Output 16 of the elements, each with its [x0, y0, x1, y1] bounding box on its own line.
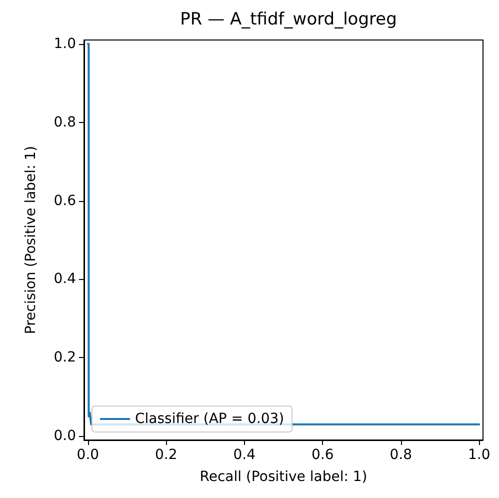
x-axis-title: Recall (Positive label: 1) [200, 469, 368, 485]
chart-title: PR — A_tfidf_word_logreg [180, 10, 397, 30]
y-tick-label: 0.0 [54, 428, 76, 444]
x-tick-label: 0.2 [155, 447, 178, 463]
x-tick-label: 0.0 [76, 447, 100, 463]
y-tick-label: 0.4 [54, 271, 76, 288]
y-tick-label: 1.0 [54, 36, 76, 52]
legend-label: Classifier (AP = 0.03) [135, 411, 284, 427]
x-tick-label: 0.8 [390, 447, 412, 463]
y-tick-label: 0.2 [54, 350, 76, 366]
x-tick-label: 0.6 [311, 447, 334, 463]
y-tick-label: 0.8 [54, 114, 76, 130]
x-tick-label: 1.0 [468, 447, 490, 463]
y-axis-title: Precision (Positive label: 1) [23, 146, 39, 334]
x-tick-label: 0.4 [233, 447, 256, 463]
y-tick-label: 0.6 [54, 192, 76, 209]
